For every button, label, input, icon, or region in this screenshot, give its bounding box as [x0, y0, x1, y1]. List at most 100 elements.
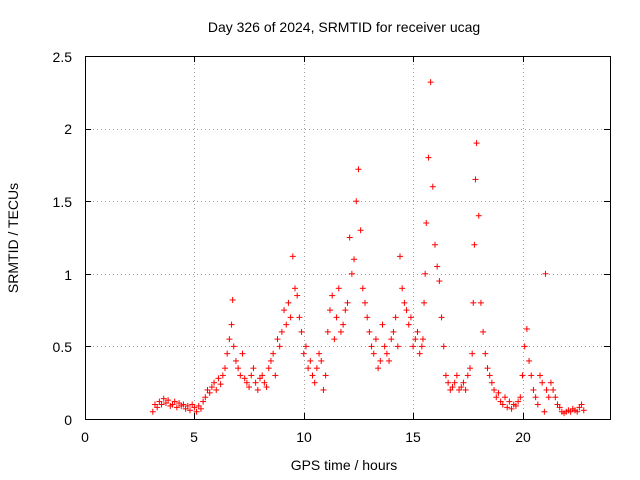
data-point	[252, 379, 259, 386]
data-point	[322, 372, 329, 379]
data-point	[283, 321, 290, 328]
data-point	[281, 307, 288, 314]
data-point	[228, 321, 235, 328]
data-point	[344, 299, 351, 306]
ytick-label: 1.5	[53, 194, 73, 210]
data-point	[261, 379, 268, 386]
data-point	[191, 404, 198, 411]
data-point	[425, 154, 432, 161]
data-point	[414, 328, 421, 335]
data-point	[440, 343, 447, 350]
data-point	[482, 350, 489, 357]
data-point	[550, 386, 557, 393]
data-point	[545, 394, 552, 401]
data-point	[543, 386, 550, 393]
data-point	[237, 372, 244, 379]
data-point	[388, 336, 395, 343]
data-point	[397, 253, 403, 260]
data-point	[276, 343, 283, 350]
data-point	[472, 176, 479, 183]
data-point	[311, 379, 318, 386]
data-point	[243, 379, 250, 386]
data-point	[512, 402, 519, 409]
data-point	[368, 343, 375, 350]
data-point	[416, 350, 423, 357]
data-point	[202, 394, 209, 401]
data-point	[353, 198, 360, 205]
data-point	[357, 227, 364, 234]
data-point	[267, 357, 274, 364]
grid	[85, 56, 610, 419]
data-point	[149, 408, 156, 415]
data-point	[495, 389, 502, 396]
data-point	[379, 321, 386, 328]
xtick-label: 10	[296, 429, 312, 445]
data-point	[394, 343, 401, 350]
data-point	[410, 343, 417, 350]
chart-title: Day 326 of 2024, SRMTID for receiver uca…	[208, 19, 480, 35]
data-point	[377, 357, 384, 364]
data-point	[526, 357, 533, 364]
data-points	[149, 79, 587, 417]
data-point	[171, 398, 178, 405]
data-point	[239, 350, 246, 357]
data-point	[333, 314, 340, 321]
data-point	[184, 402, 191, 409]
data-point	[458, 384, 465, 391]
data-point	[359, 285, 366, 292]
data-point	[248, 372, 255, 379]
data-point	[327, 307, 333, 314]
xtick-label: 20	[515, 429, 531, 445]
data-point	[486, 372, 493, 379]
data-point	[434, 263, 441, 270]
data-point	[491, 386, 498, 393]
xtick-label: 15	[405, 429, 421, 445]
data-point	[532, 394, 539, 401]
data-point	[274, 336, 281, 343]
ytick-label: 2	[64, 121, 72, 137]
data-point	[270, 350, 277, 357]
data-point	[292, 285, 298, 292]
data-point	[213, 386, 220, 393]
data-point	[390, 328, 397, 335]
data-point	[392, 314, 399, 321]
data-point	[215, 375, 222, 382]
data-point	[342, 307, 349, 314]
data-point	[541, 408, 548, 415]
data-point	[493, 394, 500, 401]
data-point	[316, 350, 323, 357]
data-point	[537, 372, 543, 379]
data-point	[534, 401, 541, 408]
data-point	[552, 394, 559, 401]
data-point	[383, 350, 390, 357]
data-point	[438, 314, 445, 321]
data-point	[469, 350, 476, 357]
data-point	[250, 365, 257, 372]
data-point	[530, 386, 537, 393]
data-point	[499, 401, 506, 408]
data-point	[403, 307, 410, 314]
data-point	[429, 183, 436, 190]
data-point	[294, 292, 301, 299]
data-point	[460, 379, 467, 386]
data-point	[193, 408, 200, 415]
data-point	[278, 328, 285, 335]
data-point	[462, 386, 469, 393]
data-point	[329, 292, 336, 299]
data-point	[165, 397, 172, 404]
ytick-label: 0	[64, 412, 72, 428]
data-point	[246, 384, 253, 391]
data-point	[419, 336, 426, 343]
data-point	[370, 350, 377, 357]
data-point	[436, 278, 443, 285]
data-point	[211, 379, 218, 386]
data-point	[307, 357, 314, 364]
data-point	[418, 343, 425, 350]
data-point	[528, 372, 535, 379]
ytick-label: 0.5	[53, 339, 73, 355]
data-point	[521, 343, 528, 350]
data-point	[200, 398, 207, 405]
data-point	[484, 365, 491, 372]
data-point	[407, 314, 414, 321]
data-point	[386, 357, 393, 364]
